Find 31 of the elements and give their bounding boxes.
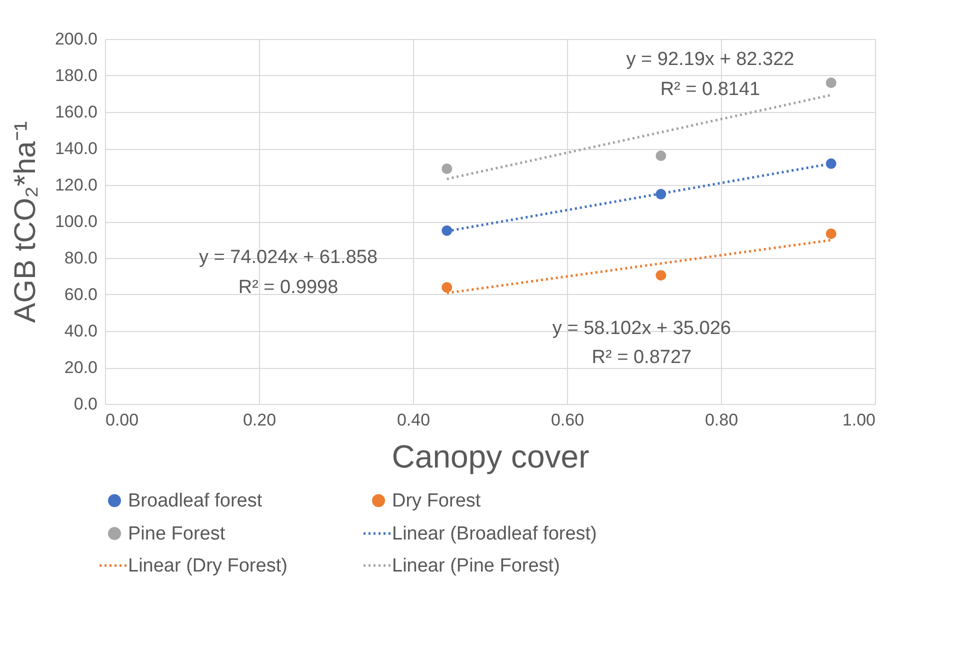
x-tick-label: 0.80 bbox=[704, 410, 738, 430]
y-tick-label: 0.0 bbox=[74, 394, 98, 414]
y-tick-label: 160.0 bbox=[54, 102, 98, 122]
legend-label: Pine Forest bbox=[128, 524, 226, 544]
annotation: R² = 0.9998 bbox=[238, 277, 338, 298]
legend-label: Broadleaf forest bbox=[128, 490, 263, 512]
annotation: R² = 0.8141 bbox=[660, 79, 760, 100]
legend-label: Linear (Broadleaf forest) bbox=[392, 524, 597, 544]
y-axis-title: AGB tCO₂*ha⁻¹ bbox=[8, 121, 42, 323]
annotation: y = 92.19x + 82.322 bbox=[626, 49, 794, 70]
annotation: y = 74.024x + 61.858 bbox=[198, 246, 378, 268]
x-tick-label: 1.00 bbox=[842, 410, 876, 430]
y-tick-label: 100.0 bbox=[54, 212, 98, 231]
x-axis-title: Canopy cover bbox=[392, 438, 590, 474]
y-tick-label: 60.0 bbox=[64, 285, 98, 304]
y-tick-label: 180.0 bbox=[54, 66, 98, 85]
x-tick-label: 0.40 bbox=[396, 410, 430, 430]
annotation: R² = 0.8727 bbox=[592, 346, 692, 368]
y-tick-label: 200.0 bbox=[54, 30, 98, 48]
y-tick-label: 140.0 bbox=[54, 139, 98, 158]
legend-label: Linear (Dry Forest) bbox=[128, 556, 288, 576]
annotation: y = 58.102x + 35.026 bbox=[552, 318, 731, 340]
x-tick-label: 0.20 bbox=[242, 410, 276, 430]
legend-label: Dry Forest bbox=[392, 490, 482, 512]
y-tick-label: 120.0 bbox=[54, 176, 98, 194]
legend-label: Linear (Pine Forest) bbox=[392, 556, 560, 576]
y-tick-label: 80.0 bbox=[64, 248, 98, 268]
x-tick-label: 0.60 bbox=[550, 410, 584, 430]
x-tick-label: 0.00 bbox=[106, 410, 139, 430]
y-tick-label: 40.0 bbox=[64, 322, 98, 340]
y-tick-label: 20.0 bbox=[64, 358, 98, 377]
